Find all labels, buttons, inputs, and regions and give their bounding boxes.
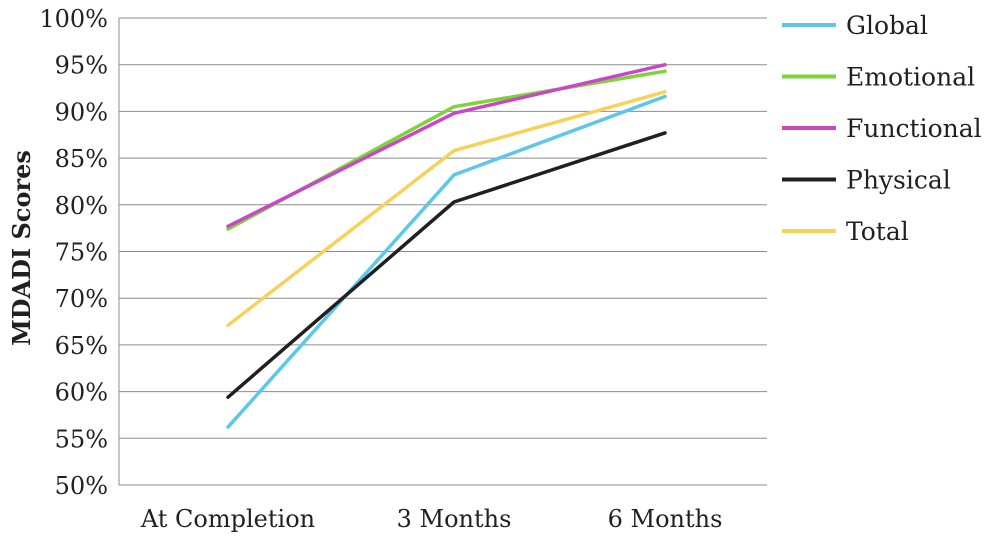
y-tick-label: 50% <box>55 472 108 500</box>
y-tick-label: 85% <box>55 145 108 173</box>
series-lines <box>226 62 667 429</box>
y-tick-label: 90% <box>55 98 108 126</box>
legend-label-global: Global <box>846 11 928 40</box>
series-line-functional <box>226 62 667 229</box>
y-axis-ticks: 50% 55% 60% 65% 70% 75% 80% 85% 90% 95% 100% <box>39 5 108 500</box>
legend: Global Emotional Functional Physical Total <box>782 11 982 246</box>
legend-label-total: Total <box>846 217 909 246</box>
x-tick-label: 3 Months <box>397 505 512 533</box>
series-line-global <box>226 94 667 429</box>
y-axis-title: MDADI Scores <box>7 150 36 346</box>
y-tick-label: 100% <box>39 5 108 33</box>
x-axis-ticks: At Completion 3 Months 6 Months <box>140 505 723 533</box>
series-line-emotional <box>226 69 667 231</box>
y-tick-label: 70% <box>55 285 108 313</box>
y-tick-label: 75% <box>55 239 108 267</box>
y-tick-label: 95% <box>55 52 108 80</box>
gridlines <box>118 17 767 486</box>
y-tick-label: 65% <box>55 332 108 360</box>
y-tick-label: 60% <box>55 379 108 407</box>
x-tick-label: At Completion <box>140 505 315 533</box>
legend-label-emotional: Emotional <box>846 63 975 92</box>
y-tick-label: 80% <box>55 192 108 220</box>
legend-label-physical: Physical <box>846 166 951 195</box>
series-line-physical <box>226 131 667 399</box>
y-tick-label: 55% <box>55 425 108 453</box>
x-tick-label: 6 Months <box>608 505 723 533</box>
series-line-total <box>226 90 667 328</box>
legend-label-functional: Functional <box>846 114 982 143</box>
